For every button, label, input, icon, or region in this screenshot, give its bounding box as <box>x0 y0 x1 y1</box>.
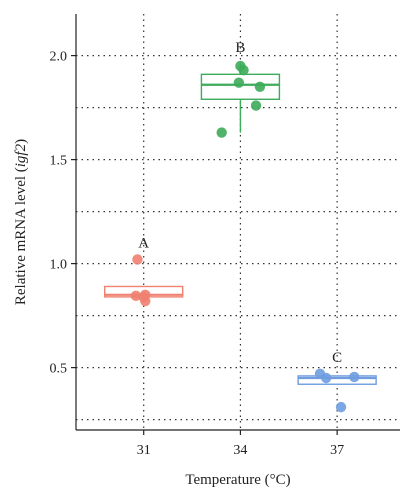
data-point <box>132 254 143 265</box>
data-point <box>140 295 151 307</box>
groups: A B C <box>104 40 377 413</box>
group-letter: C <box>332 350 342 366</box>
y-tick-label: 1.5 <box>50 154 68 169</box>
y-axis-title-suffix: ) <box>13 139 29 144</box>
ticks: 0.5 1.0 1.5 2.0 31 34 37 <box>50 50 345 458</box>
data-point <box>349 371 360 383</box>
y-axis-title-gene: igf2 <box>13 143 29 167</box>
data-point <box>250 100 262 111</box>
y-axis-title: Relative mRNA level (igf2) <box>13 139 29 305</box>
x-tick-label: 31 <box>137 443 151 458</box>
data-point <box>254 81 266 93</box>
y-tick-label: 2.0 <box>50 50 68 65</box>
box <box>297 375 377 385</box>
x-tick-label: 37 <box>330 443 344 458</box>
data-point <box>233 77 245 88</box>
group-37: C <box>297 350 377 413</box>
group-31: A <box>104 235 184 307</box>
y-axis-title-prefix: Relative mRNA level ( <box>13 167 29 305</box>
data-point <box>130 290 142 302</box>
data-point <box>238 64 249 76</box>
data-point <box>335 401 347 413</box>
group-letter: A <box>138 235 149 251</box>
data-point <box>321 372 332 384</box>
grid <box>76 14 400 430</box>
group-letter: B <box>235 40 245 56</box>
group-34: B <box>200 40 281 138</box>
x-axis-title: Temperature (°C) <box>185 472 290 488</box>
y-tick-label: 0.5 <box>50 362 68 377</box>
axes <box>75 14 400 431</box>
y-tick-label: 1.0 <box>50 258 68 273</box>
x-tick-label: 34 <box>233 443 247 458</box>
data-point <box>216 127 227 138</box>
